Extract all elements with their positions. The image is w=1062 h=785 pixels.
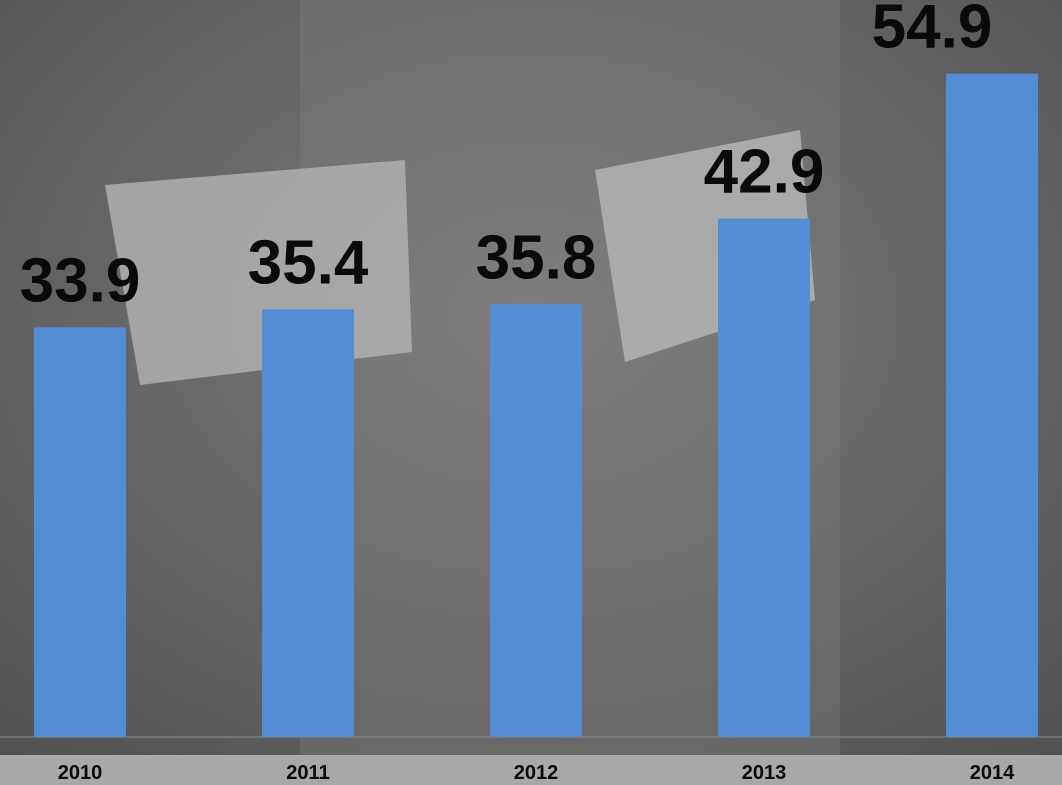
value-label: 35.4 bbox=[248, 228, 369, 297]
bar bbox=[946, 73, 1038, 737]
bar bbox=[262, 309, 354, 737]
bar bbox=[718, 218, 810, 737]
x-tick-label: 2011 bbox=[286, 762, 329, 784]
bar bbox=[490, 304, 582, 737]
x-tick-label: 2010 bbox=[58, 762, 103, 784]
label-strip bbox=[0, 755, 1062, 785]
x-tick-label: 2012 bbox=[514, 762, 559, 784]
bar bbox=[34, 327, 126, 737]
value-label: 35.8 bbox=[476, 223, 597, 292]
x-tick-label: 2014 bbox=[970, 762, 1015, 784]
x-tick-label: 2013 bbox=[742, 762, 787, 784]
value-label: 54.9 bbox=[872, 0, 993, 62]
value-label: 33.9 bbox=[20, 246, 141, 315]
value-label: 42.9 bbox=[704, 138, 825, 207]
